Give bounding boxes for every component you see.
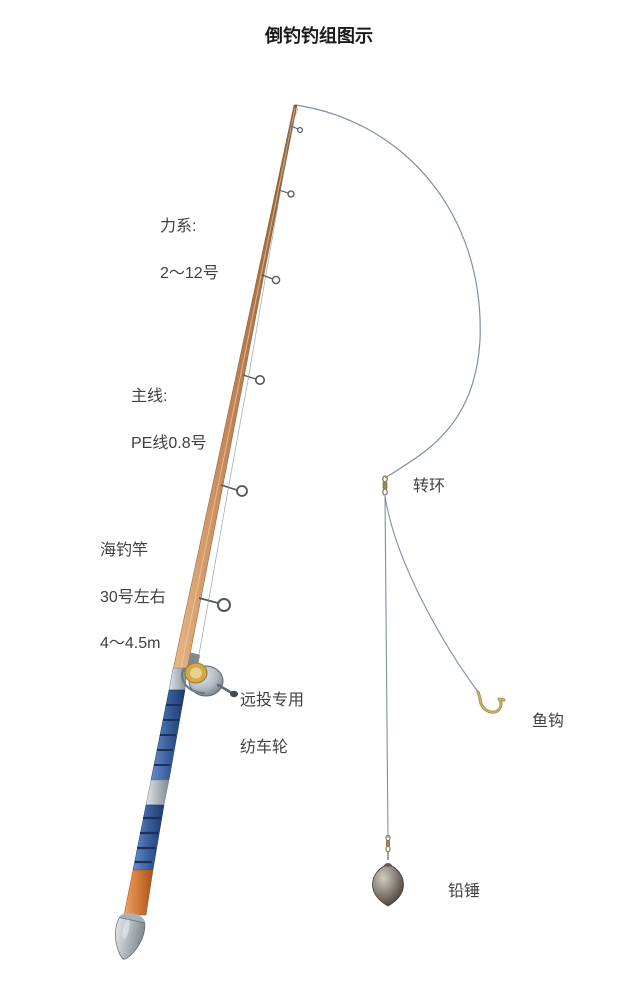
hook-label: 鱼钩 — [532, 710, 564, 733]
main-line-label: 主线: PE线0.8号 — [131, 362, 207, 455]
rod-label: 海钓竿 30号左右 4～4.5m — [100, 516, 166, 655]
sinker-swivel-icon — [386, 835, 390, 860]
hook-leader-line — [385, 496, 478, 692]
sinker-label: 铅锤 — [448, 880, 480, 903]
reel-label: 远投专用 纺车轮 — [240, 666, 304, 759]
reel-icon — [182, 653, 238, 698]
shock-leader-label: 力系: 2～12号 — [160, 192, 219, 285]
swivel-icon — [383, 476, 387, 495]
sinker-icon — [373, 863, 404, 906]
swivel-label: 转环 — [413, 475, 445, 498]
main-fishing-line — [295, 105, 480, 478]
fishing-rig-diagram — [0, 0, 638, 987]
sinker-line — [385, 496, 388, 838]
hook-icon — [478, 692, 504, 712]
